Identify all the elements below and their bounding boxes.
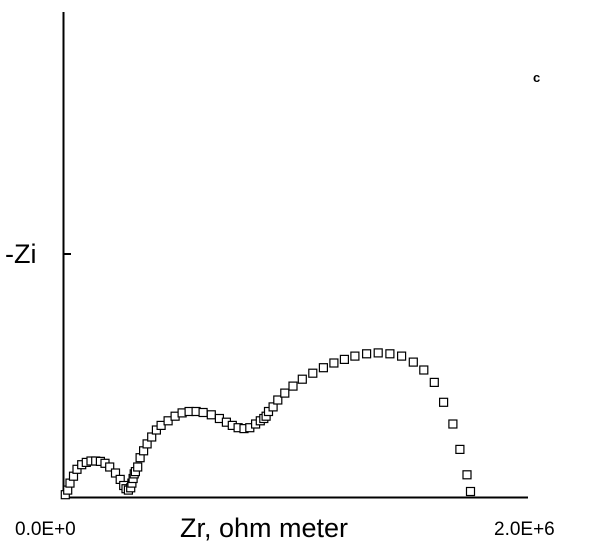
data-point xyxy=(297,374,307,384)
x-tick-label-min: 0.0E+0 xyxy=(15,519,76,540)
data-point xyxy=(329,358,339,368)
panel-label: c xyxy=(533,70,540,85)
data-point xyxy=(308,368,318,378)
data-point xyxy=(206,410,216,420)
data-point xyxy=(288,381,298,391)
data-point xyxy=(385,349,395,359)
data-point xyxy=(263,406,274,417)
data-point xyxy=(419,365,429,375)
data-point xyxy=(156,420,166,430)
data-point xyxy=(268,402,278,412)
data-point xyxy=(318,363,328,373)
data-point xyxy=(110,468,121,478)
data-point xyxy=(429,377,439,387)
data-point xyxy=(339,354,349,364)
data-point xyxy=(455,444,465,454)
data-point xyxy=(133,462,143,472)
data-point xyxy=(105,462,115,472)
data-point xyxy=(448,419,458,429)
x-axis-title: Zr, ohm meter xyxy=(180,513,348,543)
data-point xyxy=(273,395,283,405)
data-point xyxy=(397,351,407,361)
y-axis-title: -Zi xyxy=(5,239,36,269)
data-point xyxy=(350,351,360,361)
data-point xyxy=(280,388,290,398)
data-point xyxy=(408,357,418,367)
data-markers xyxy=(60,348,476,500)
data-point xyxy=(462,470,472,480)
data-point xyxy=(373,348,383,358)
data-point xyxy=(151,425,161,435)
data-point xyxy=(198,407,208,418)
data-point xyxy=(362,349,372,359)
data-point xyxy=(147,432,157,442)
data-point xyxy=(465,486,476,497)
x-tick-label-max: 2.0E+6 xyxy=(494,519,555,540)
data-point xyxy=(439,397,449,407)
